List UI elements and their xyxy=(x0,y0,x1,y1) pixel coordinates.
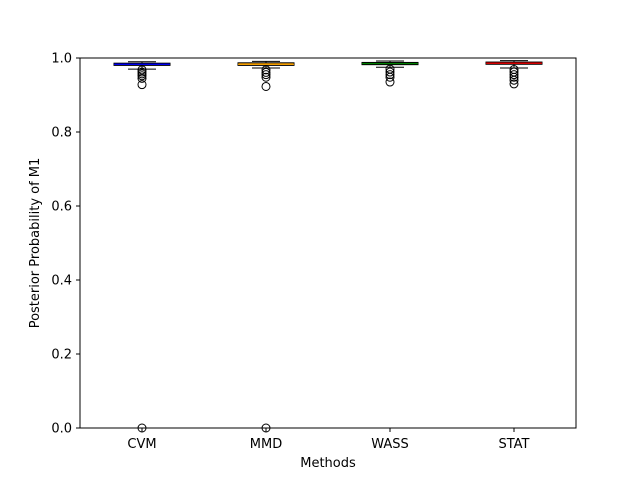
x-tick-label: MMD xyxy=(250,437,282,452)
outlier-point xyxy=(385,67,395,77)
y-tick-label: 0.2 xyxy=(51,348,72,363)
outlier-point xyxy=(261,81,271,91)
outlier-point xyxy=(509,75,519,85)
box-group-cvm xyxy=(113,61,171,433)
y-axis: 0.0 0.2 0.4 0.6 0.8 1.0 xyxy=(51,52,80,437)
outlier-point xyxy=(509,79,519,89)
box-group-wass xyxy=(361,60,419,87)
outlier-point xyxy=(261,67,271,77)
y-tick-label: 1.0 xyxy=(51,52,72,67)
outlier-point xyxy=(261,72,271,82)
y-tick-label: 0.0 xyxy=(51,422,72,437)
x-axis: CVM MMD WASS STAT xyxy=(127,428,530,452)
outlier-point xyxy=(137,71,147,81)
outlier-point xyxy=(385,70,395,80)
outlier-point xyxy=(385,77,395,87)
box-group-stat xyxy=(485,60,543,89)
x-axis-label: Methods xyxy=(300,456,356,471)
plot-area xyxy=(80,58,576,428)
y-tick-label: 0.4 xyxy=(51,274,72,289)
outlier-point xyxy=(137,65,147,75)
plot-frame xyxy=(79,57,577,429)
x-tick-label: WASS xyxy=(371,437,409,452)
outlier-point xyxy=(137,73,147,83)
outlier-point xyxy=(509,72,519,82)
outlier-point xyxy=(385,72,395,82)
x-tick-label: STAT xyxy=(498,437,529,452)
y-axis-label: Posterior Probability of M1 xyxy=(28,158,43,329)
outlier-point xyxy=(137,80,147,90)
outlier-point xyxy=(509,70,519,80)
x-tick-label: CVM xyxy=(127,437,156,452)
outlier-point xyxy=(261,70,271,80)
outlier-point xyxy=(261,65,271,75)
boxes-layer xyxy=(113,60,543,433)
y-tick-label: 0.8 xyxy=(51,126,72,141)
y-tick-label: 0.6 xyxy=(51,200,72,215)
